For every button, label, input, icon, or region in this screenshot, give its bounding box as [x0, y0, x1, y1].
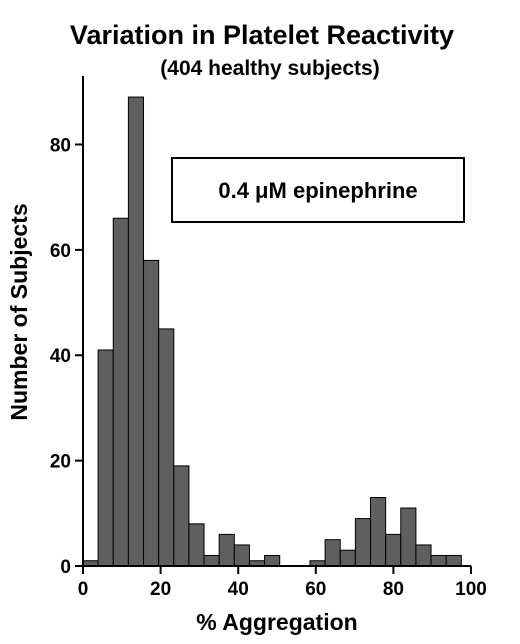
x-tick-label: 100	[455, 579, 487, 600]
histogram-bar	[203, 554, 220, 567]
histogram-bar	[112, 217, 129, 567]
histogram-bar	[97, 349, 114, 567]
bars	[82, 96, 462, 567]
x-tick-label: 40	[228, 579, 249, 600]
y-tick-label: 20	[50, 452, 71, 473]
histogram-bar	[385, 533, 402, 567]
histogram-bar	[218, 533, 235, 567]
y-axis-label: Number of Subjects	[6, 203, 32, 420]
histogram-bar	[445, 554, 462, 567]
x-tick-label: 80	[383, 579, 404, 600]
histogram-bar	[158, 328, 175, 567]
chart-title: Variation in Platelet Reactivity	[70, 20, 454, 50]
histogram-bar	[415, 544, 432, 567]
x-axis-label: % Aggregation	[196, 609, 357, 635]
y-tick-label: 80	[50, 135, 71, 156]
ticks: 0 20 40 60 80 100 0 20 40 60 80	[50, 135, 487, 600]
histogram-bar	[339, 549, 356, 567]
annotation-box: 0.4 μM epinephrine	[171, 157, 465, 223]
histogram-bar	[173, 465, 190, 567]
x-tick-label: 60	[305, 579, 326, 600]
axes	[82, 76, 471, 567]
y-tick-label: 40	[50, 346, 71, 367]
histogram-bar	[143, 259, 160, 567]
annotation-text: 0.4 μM epinephrine	[218, 178, 417, 203]
histogram-bar	[400, 507, 417, 567]
histogram-bar	[233, 544, 250, 567]
histogram-bar	[264, 554, 281, 567]
x-tick-label: 0	[78, 579, 89, 600]
histogram-bar	[324, 539, 341, 567]
histogram-bar	[188, 523, 205, 567]
chart-subtitle: (404 healthy subjects)	[160, 57, 379, 80]
histogram-bar	[370, 497, 387, 567]
y-tick-label: 60	[50, 241, 71, 262]
annotation-frame	[171, 157, 465, 223]
x-tick-label: 20	[150, 579, 171, 600]
y-tick-label: 0	[60, 557, 71, 578]
histogram-bar	[354, 518, 372, 567]
histogram-bar	[430, 554, 447, 567]
histogram-bar	[127, 96, 145, 567]
